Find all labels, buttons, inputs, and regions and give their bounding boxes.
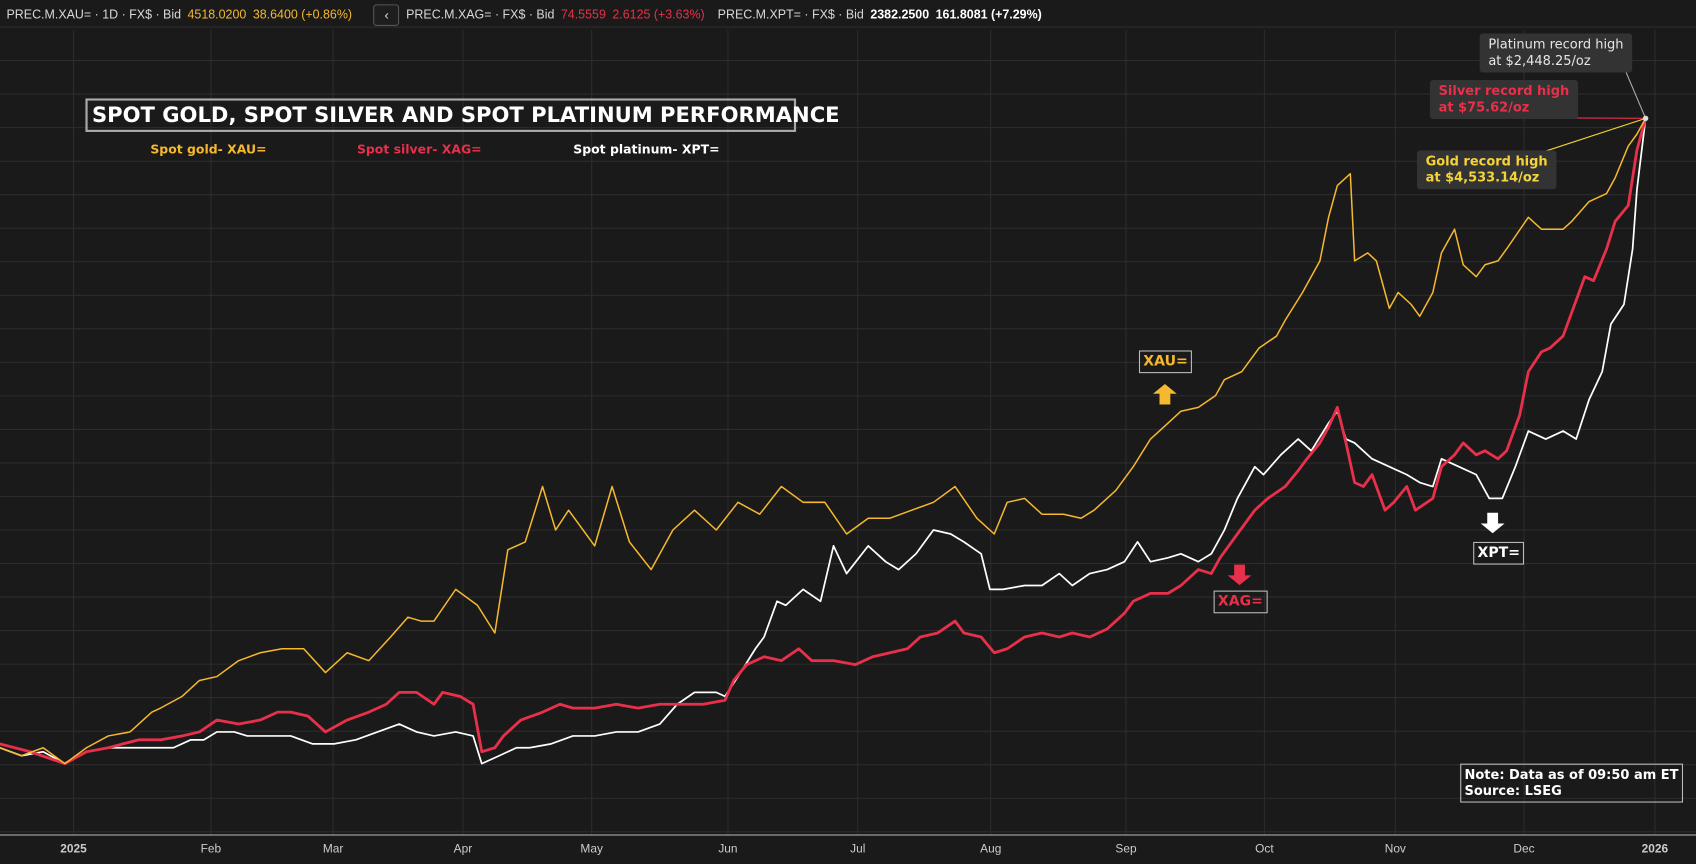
chart-title: SPOT GOLD, SPOT SILVER AND SPOT PLATINUM… [85,98,840,132]
xag-tag: XAG= [1213,590,1268,614]
xpt-ric[interactable]: PREC.M.XPT= · FX$ · Bid [717,8,864,22]
x-tick-label: 2025 [60,842,87,856]
x-tick-label: Aug [980,842,1002,856]
legend-platinum: Spot platinum- XPT= [573,141,720,157]
xag-change: 2.6125 (+3.63%) [612,8,705,22]
platinum-series-line [0,118,1647,765]
legend-gold: Spot gold- XAU= [150,141,267,157]
x-tick-label: Mar [322,842,344,856]
x-tick-label: Apr [453,842,473,856]
x-tick-label: 2026 [1641,842,1669,856]
arrow-up-icon [1153,383,1177,405]
xpt-price: 2382.2500 [870,8,930,22]
xau-price: 4518.0200 [187,8,247,22]
xpt-tag: XPT= [1473,541,1525,565]
silver-series-line [0,117,1647,766]
xag-ric[interactable]: PREC.M.XAG= · FX$ · Bid [406,8,555,22]
xag-price: 74.5559 [560,8,606,22]
x-tick-label: Jun [718,842,738,856]
x-tick-label: Jul [850,842,866,856]
gold-record-tooltip: Gold record high at $4,533.14/oz [1416,150,1557,190]
record-high-point [1642,115,1649,122]
x-tick-label: Oct [1255,842,1274,856]
silver-record-tooltip: Silver record high at $75.62/oz [1429,80,1578,119]
note-line: Note: Data as of 09:50 am ET [1464,766,1679,783]
gold-record-line2: at $4,533.14/oz [1425,169,1540,185]
x-tick-label: Feb [200,842,222,856]
x-tick-label: May [580,842,603,856]
xau-change: 38.6400 (+0.86%) [252,8,353,22]
xau-tag: XAU= [1138,350,1193,374]
platinum-record-tooltip: Platinum record high at $2,448.25/oz [1479,33,1633,73]
gold-series-line [0,117,1647,765]
platinum-leader-line [1625,71,1647,119]
silver-record-line2: at $75.62/oz [1438,99,1530,115]
platinum-record-line1: Platinum record high [1488,36,1624,52]
platinum-record-line2: at $2,448.25/oz [1488,52,1591,69]
arrow-down-icon [1480,512,1505,534]
xau-ric[interactable]: PREC.M.XAU= · 1D · FX$ · Bid [6,8,182,22]
collapse-button[interactable]: ‹ [373,4,400,26]
arrow-down-icon [1227,564,1252,586]
quote-bar: PREC.M.XAU= · 1D · FX$ · Bid 4518.0200 3… [0,0,1696,30]
x-tick-label: Nov [1384,842,1406,856]
source-note: Note: Data as of 09:50 am ET Source: LSE… [1460,763,1683,803]
gold-record-line1: Gold record high [1425,153,1548,169]
xpt-change: 161.8081 (+7.29%) [935,8,1042,22]
silver-record-line1: Silver record high [1438,83,1570,99]
x-tick-label: Sep [1115,842,1137,856]
legend-silver: Spot silver- XAG= [356,141,482,157]
source-line: Source: LSEG [1464,783,1562,799]
x-tick-label: Dec [1513,842,1535,856]
gold-leader-line [1544,117,1646,152]
